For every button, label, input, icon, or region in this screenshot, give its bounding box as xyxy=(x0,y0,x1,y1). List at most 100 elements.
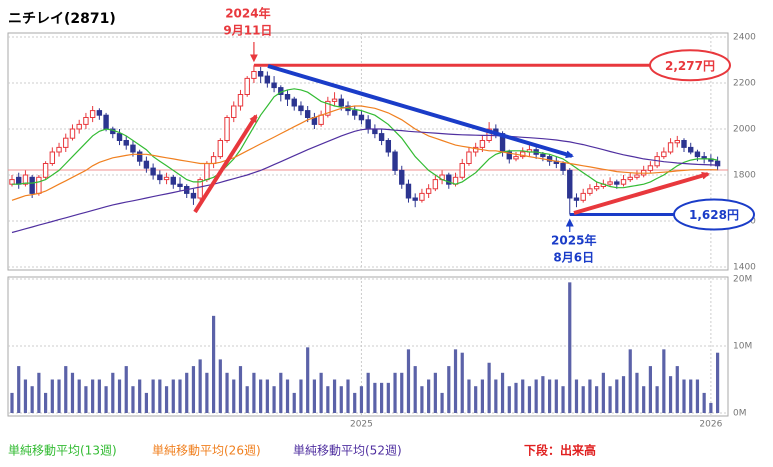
candle-body xyxy=(352,110,358,116)
price-panel xyxy=(7,32,729,271)
volume-bar xyxy=(534,379,538,413)
volume-bar xyxy=(574,379,579,413)
candle-body xyxy=(620,179,627,185)
y-tick-label: 2000 xyxy=(733,125,756,135)
legend-entry: 単純移動平均(13週) xyxy=(8,444,117,458)
candle-body xyxy=(567,169,573,199)
volume-bar xyxy=(10,392,14,413)
volume-bar xyxy=(77,379,81,413)
volume-bar xyxy=(97,379,101,413)
candle-body xyxy=(412,197,418,201)
volume-bar xyxy=(265,379,269,413)
volume-bar xyxy=(171,379,175,413)
volume-bar xyxy=(554,379,558,413)
candle-body xyxy=(170,176,176,185)
volume-bar xyxy=(70,372,75,413)
candle-body xyxy=(257,71,264,77)
volume-bar xyxy=(608,386,612,413)
trend-arrow xyxy=(193,114,258,214)
volume-bar xyxy=(380,382,384,413)
candle-body xyxy=(42,163,49,178)
volume-bar xyxy=(353,392,357,413)
moving-average-line xyxy=(11,105,718,201)
volume-bar xyxy=(158,379,162,413)
candle-body xyxy=(419,192,425,201)
volume-bar xyxy=(440,392,444,413)
candle-body xyxy=(157,174,163,181)
volume-bar xyxy=(104,386,108,413)
candle-body xyxy=(405,183,412,199)
candle-body xyxy=(674,140,680,144)
volume-bar xyxy=(212,315,216,413)
candle-body xyxy=(298,105,304,112)
volume-bar xyxy=(601,372,605,413)
volume-bar xyxy=(117,379,122,413)
candle-body xyxy=(446,174,452,185)
volume-bar xyxy=(427,379,431,413)
candle-body xyxy=(69,128,76,139)
y-tick-label: 0M xyxy=(733,409,747,419)
volume-bar xyxy=(57,379,61,413)
volume-bar xyxy=(655,386,659,413)
candle-body xyxy=(210,156,217,165)
candle-body xyxy=(647,165,654,171)
candle-body xyxy=(29,176,35,194)
candle-body xyxy=(573,197,580,201)
candle-body xyxy=(318,114,324,125)
volume-bar xyxy=(460,352,464,413)
candle-body xyxy=(177,183,183,187)
volume-bar xyxy=(218,359,222,413)
candle-body xyxy=(466,151,472,164)
volume-bar xyxy=(521,379,525,413)
trend-arrow xyxy=(573,171,710,215)
y-tick-label: 10M xyxy=(733,342,752,352)
legend-entry: 単純移動平均(26週) xyxy=(152,444,261,458)
candle-body xyxy=(244,77,250,96)
moving-average-line xyxy=(11,128,718,234)
volume-bar xyxy=(252,372,256,413)
volume-bar xyxy=(225,372,229,413)
volume-bar xyxy=(232,379,236,413)
volume-bar xyxy=(326,386,330,413)
candle-body xyxy=(224,117,230,141)
candle-body xyxy=(365,119,371,130)
price-callout-label: 2,277円 xyxy=(665,59,715,73)
volume-bar xyxy=(312,379,316,413)
volume-bar xyxy=(164,386,169,413)
candle-body xyxy=(36,176,42,194)
volume-bar xyxy=(37,372,41,413)
candle-body xyxy=(607,181,613,185)
y-tick-label: 20M xyxy=(733,275,752,285)
candle-body xyxy=(392,151,398,171)
volume-bar xyxy=(420,386,424,413)
volume-bar xyxy=(709,402,713,413)
trend-arrow xyxy=(267,64,574,159)
candle-body xyxy=(251,71,257,79)
candle-body xyxy=(540,153,546,158)
volume-bar xyxy=(306,347,310,413)
volume-bar xyxy=(662,349,666,413)
y-tick-label: 1400 xyxy=(733,263,756,273)
volume-bar xyxy=(561,386,565,413)
volume-bar xyxy=(406,349,411,413)
candle-body xyxy=(83,117,89,125)
volume-bar xyxy=(400,372,404,413)
candle-body xyxy=(714,160,721,167)
candle-body xyxy=(432,179,439,190)
candle-body xyxy=(150,167,156,176)
candle-body xyxy=(217,140,224,158)
candle-body xyxy=(56,146,62,153)
date-label: 2025年 xyxy=(551,233,596,248)
volume-bar xyxy=(285,379,290,413)
volume-bar xyxy=(44,392,48,413)
candle-body xyxy=(378,133,385,142)
volume-bar xyxy=(474,386,478,413)
candle-body xyxy=(520,151,526,158)
volume-bar xyxy=(23,379,28,413)
volume-bar xyxy=(621,376,626,413)
candle-body xyxy=(479,140,486,148)
volume-bar xyxy=(30,386,34,413)
volume-bar xyxy=(144,392,148,413)
volume-bar xyxy=(151,379,155,413)
